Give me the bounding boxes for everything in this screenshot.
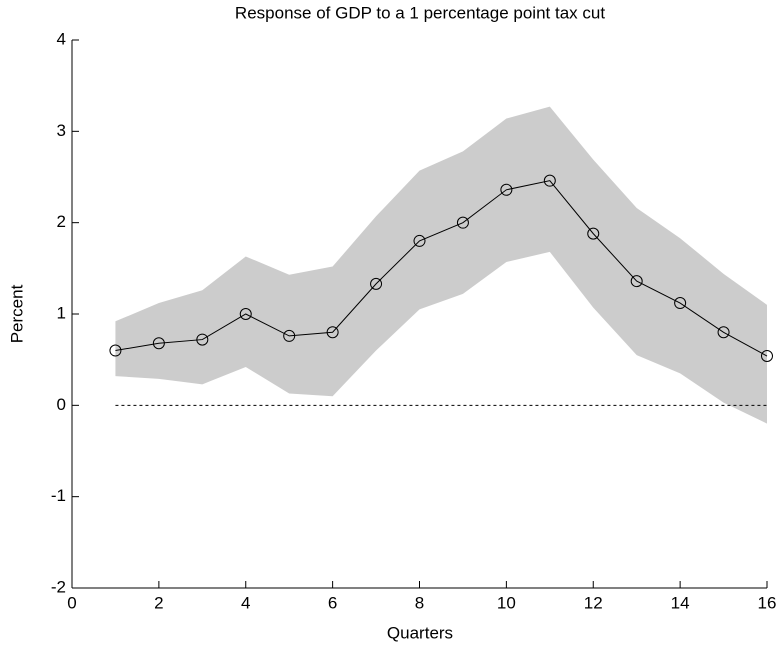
x-axis-label: Quarters [387,623,453,642]
y-tick-label: 4 [57,29,66,48]
x-tick-label: 14 [671,593,690,612]
y-tick-label: 3 [57,121,66,140]
y-tick-label: -2 [51,577,66,596]
marker [630,275,643,288]
marker [674,297,687,310]
marker [413,234,426,247]
marker [761,350,773,363]
marker [326,326,339,339]
marker [543,174,556,187]
y-tick-label: 1 [57,303,66,322]
y-axis-label: Percent [7,284,26,343]
chart-title: Response of GDP to a 1 percentage point … [235,3,605,22]
marker [717,326,730,339]
marker [196,333,209,346]
confidence-band [115,106,767,424]
y-tick-label: -1 [51,486,66,505]
x-tick-label: 8 [415,593,424,612]
x-tick-label: 4 [241,593,250,612]
y-tick-label: 0 [57,395,66,414]
marker [239,308,252,320]
marker [370,277,383,290]
y-tick-label: 2 [57,212,66,231]
line [115,180,768,357]
x-tick-label: 16 [758,593,777,612]
marker [587,227,600,240]
marker [109,344,122,357]
x-tick-label: 6 [328,593,337,612]
marker [500,183,513,196]
marker [456,216,469,229]
x-tick-label: 12 [584,593,603,612]
x-tick-label: 2 [154,593,163,612]
marker [152,337,165,350]
x-tick-label: 10 [497,593,516,612]
x-tick-label: 0 [67,593,76,612]
marker [283,329,296,342]
